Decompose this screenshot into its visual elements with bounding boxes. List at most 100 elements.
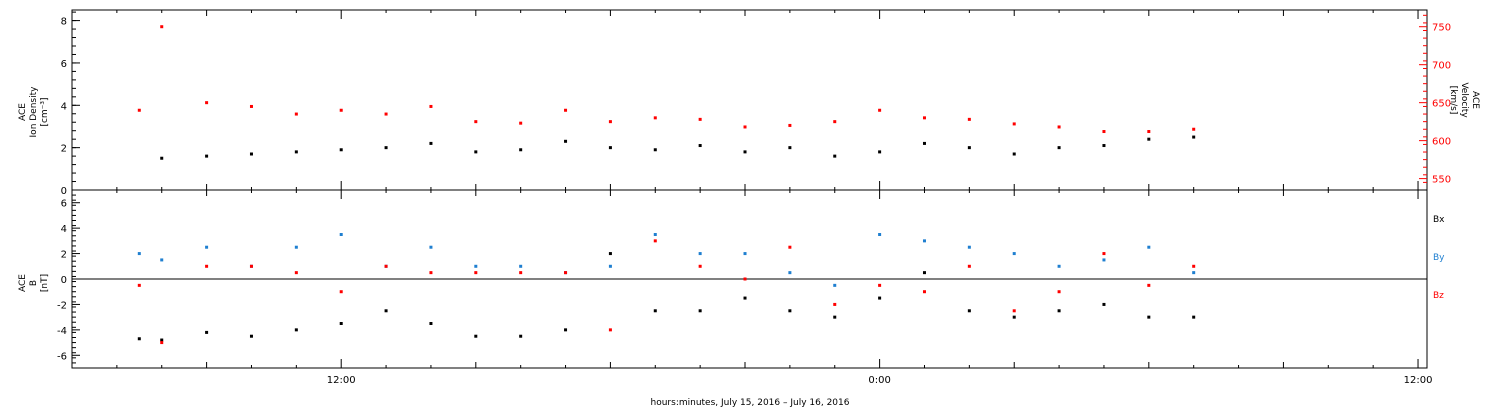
top-left-tick-label: 8 <box>61 17 67 28</box>
data-point-by <box>653 233 657 236</box>
data-point-by <box>698 252 702 256</box>
data-point-bz <box>294 271 298 275</box>
data-point-series-0 <box>743 150 747 154</box>
data-point-bx <box>698 309 702 313</box>
data-point-bx <box>743 296 747 300</box>
data-point-series-0 <box>205 154 209 158</box>
data-point-bx <box>967 309 971 313</box>
data-point-bz <box>743 277 747 281</box>
data-point-by <box>1057 264 1061 268</box>
data-point-by <box>429 245 433 249</box>
data-point-bz <box>249 264 253 268</box>
data-point-by <box>1102 258 1106 262</box>
top-right-axis-label-3: [km/s] <box>1448 86 1458 115</box>
top-right-ticks: 550 600 650 700 750 <box>1419 14 1451 191</box>
data-point-series-0 <box>1147 137 1151 141</box>
top-right-tick-label: 700 <box>1432 61 1451 72</box>
data-point-by <box>137 252 141 256</box>
data-point-bx <box>1102 302 1106 306</box>
data-point-by <box>519 264 523 268</box>
data-point-bx <box>1192 315 1196 319</box>
data-point-bx <box>384 309 388 313</box>
data-point-series-1 <box>743 125 747 129</box>
bottom-left-tick-label: 2 <box>61 250 67 261</box>
data-point-bx <box>922 271 926 275</box>
data-point-series-1 <box>608 120 612 124</box>
data-point-bz <box>653 239 657 243</box>
bottom-left-axis-label-1: ACE <box>18 274 28 292</box>
data-point-series-1 <box>339 108 343 112</box>
data-point-bz <box>564 271 568 275</box>
data-point-by <box>743 252 747 256</box>
data-point-by <box>922 239 926 243</box>
data-point-bz <box>967 264 971 268</box>
data-point-by <box>160 258 164 262</box>
top-right-tick-label: 750 <box>1432 23 1451 34</box>
top-right-tick-label: 550 <box>1432 175 1451 186</box>
bottom-left-axis-label-3: [nT] <box>40 274 50 292</box>
top-right-axis-label-1: ACE <box>1470 91 1480 109</box>
bottom-points <box>137 233 1196 345</box>
data-point-series-0 <box>967 146 971 150</box>
data-point-bx <box>160 338 164 342</box>
data-point-series-0 <box>249 152 253 156</box>
data-point-series-1 <box>1102 130 1106 134</box>
data-point-series-0 <box>698 144 702 148</box>
data-point-series-1 <box>922 116 926 120</box>
data-point-series-0 <box>1192 135 1196 139</box>
bottom-left-tick-label: -6 <box>57 351 67 362</box>
data-point-bx <box>205 330 209 334</box>
x-axis: 12:00 0:00 12:00 <box>71 10 1433 386</box>
data-point-bx <box>1012 315 1016 319</box>
data-point-series-1 <box>564 108 568 112</box>
data-point-series-1 <box>249 104 253 108</box>
top-right-axis-label-2: Velocity <box>1459 82 1469 118</box>
data-point-bx <box>878 296 882 300</box>
top-right-tick-label: 600 <box>1432 137 1451 148</box>
data-point-series-1 <box>788 123 792 127</box>
data-point-series-0 <box>429 141 433 145</box>
top-left-ticks: 0 2 4 6 8 <box>61 11 80 197</box>
bottom-panel: -6 -4 -2 0 2 4 6 ACE B [nT] Bx By Bz <box>18 189 1445 369</box>
x-tick-label: 12:00 <box>327 375 356 386</box>
legend: Bx By Bz <box>1433 215 1445 301</box>
data-point-series-1 <box>833 120 837 124</box>
data-point-bx <box>137 337 141 341</box>
data-point-by <box>474 264 478 268</box>
data-point-series-0 <box>788 146 792 150</box>
bottom-left-axis-label-2: B <box>29 280 39 286</box>
data-point-bx <box>1057 309 1061 313</box>
data-point-bz <box>429 271 433 275</box>
data-point-bx <box>653 309 657 313</box>
data-point-series-0 <box>833 154 837 158</box>
data-point-series-1 <box>878 108 882 112</box>
data-point-bz <box>205 264 209 268</box>
x-tick-label: 12:00 <box>1404 375 1433 386</box>
data-point-series-1 <box>137 108 141 112</box>
data-point-bz <box>1147 283 1151 287</box>
data-point-series-1 <box>429 104 433 108</box>
data-point-bx <box>519 334 523 338</box>
data-point-bx <box>788 309 792 313</box>
data-point-by <box>294 245 298 249</box>
data-point-by <box>878 233 882 236</box>
data-point-by <box>608 264 612 268</box>
data-point-bz <box>608 328 612 332</box>
bottom-left-tick-label: 0 <box>61 275 67 286</box>
data-point-bz <box>698 264 702 268</box>
data-point-bz <box>160 341 164 345</box>
data-point-bz <box>1102 252 1106 256</box>
x-tick-label: 0:00 <box>868 375 890 386</box>
data-point-series-0 <box>1057 146 1061 150</box>
data-point-bz <box>339 290 343 294</box>
data-point-bz <box>384 264 388 268</box>
data-point-bz <box>1012 309 1016 313</box>
bottom-left-ticks: -6 -4 -2 0 2 4 6 <box>57 194 80 369</box>
top-left-tick-label: 0 <box>61 186 67 197</box>
bottom-left-tick-label: 4 <box>61 224 67 235</box>
data-point-series-1 <box>1192 127 1196 131</box>
top-points <box>137 25 1196 160</box>
data-point-series-0 <box>922 141 926 145</box>
top-left-tick-label: 6 <box>61 59 67 70</box>
